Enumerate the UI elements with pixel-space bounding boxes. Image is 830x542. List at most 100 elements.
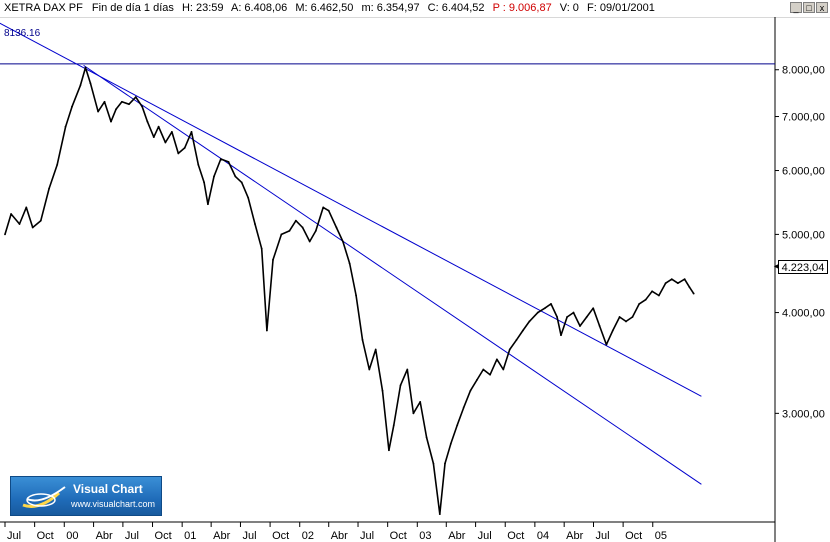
date-value: F: 09/01/2001 [587,2,655,14]
price-data-point [374,348,377,351]
price-data-point [272,258,274,261]
price-data-point [449,442,452,445]
price-data-point [592,307,595,310]
price-data-point [64,125,67,128]
price-data-point [56,163,59,166]
price-data-point [625,320,627,323]
price-data-point [644,298,647,301]
price-data-point [48,187,51,190]
price-data-point [25,206,28,209]
last-price-tag: 4.223,04 [778,260,828,274]
price-data-point [164,141,167,144]
price-data-point [288,230,291,232]
price-data-point [361,338,364,341]
high-value: M: 6.462,50 [295,2,354,14]
y-tick-label: 8.000,00 [782,65,825,77]
price-data-point [314,230,317,232]
x-tick-label: Jul [125,530,139,542]
price-data-point [4,233,6,236]
x-tick-label: Jul [595,530,609,542]
price-data-point [536,311,539,314]
price-data-point [335,226,338,229]
visual-chart-logo[interactable]: Visual Chart www.visualchart.com [10,476,162,516]
price-data-point [522,329,524,332]
swoosh-icon [22,486,66,508]
price-data-point [254,223,256,225]
previous-value: P : 9.006,87 [492,2,552,14]
price-data-point [121,100,123,103]
price-data-point [247,196,250,199]
price-data-point [579,325,581,327]
close-button[interactable]: x [816,2,828,13]
logo-url: www.visualchart.com [71,499,156,509]
price-data-point [260,247,263,250]
price-data-point [146,120,149,123]
price-data-point [97,110,99,113]
x-tick-label: Jul [478,530,492,542]
x-tick-label: 00 [66,530,78,542]
price-data-point [10,213,13,215]
price-data-point [399,384,402,387]
x-tick-label: 05 [655,530,667,542]
x-tick-label: Oct [390,530,407,542]
trendline [83,64,702,485]
price-data-point [294,219,297,222]
price-data-point [348,262,351,265]
y-tick-label: 5.000,00 [782,229,825,241]
price-data-point [475,379,478,381]
price-data-point [392,424,395,427]
x-tick-label: Oct [155,530,172,542]
y-tick-label: 3.000,00 [782,408,825,420]
price-data-point [566,316,568,318]
price-data-point [556,316,558,318]
trendline [0,22,702,397]
x-tick-label: Abr [331,530,348,542]
price-data-point [670,278,673,281]
price-data-point [605,343,608,346]
price-data-point [611,329,614,332]
x-tick-label: 04 [537,530,549,542]
close-value: C: 6.404,52 [427,2,485,14]
price-data-point [213,175,215,178]
price-data-point [598,325,601,327]
x-tick-label: Jul [242,530,256,542]
x-tick-label: Oct [507,530,524,542]
price-data-point [572,311,575,314]
price-data-point [528,320,531,323]
price-data-point [618,316,621,318]
symbol-label: XETRA DAX PF [4,2,83,14]
price-data-point [219,158,222,160]
x-tick-label: Abr [96,530,113,542]
y-tick-label: 4.000,00 [782,308,825,320]
price-data-point [489,373,491,376]
maximize-button[interactable]: □ [803,2,815,13]
price-series-line [4,66,695,515]
low-value: m: 6.354,97 [361,2,420,14]
x-tick-label: Abr [448,530,465,542]
price-data-point [301,226,304,229]
volume-value: V: 0 [559,2,579,14]
price-data-point [550,303,552,305]
price-data-point [227,160,230,163]
price-chart[interactable]: 8.000,00 7.000,00 6.000,00 5.000,00 4.000,00… [0,17,830,542]
price-data-point [469,389,472,392]
x-tick-label: Jul [7,530,21,542]
y-tick-label: 6.000,00 [782,166,825,178]
price-data-point [18,223,21,225]
price-data-point [508,348,511,351]
period-label: Fin de día 1 días [91,2,174,14]
price-data-point [234,175,237,178]
hour-value: H: 23:59 [181,2,224,14]
price-data-point [308,240,311,243]
minimize-button[interactable]: _ [790,2,802,13]
price-data-point [412,412,415,415]
price-data-point [265,329,268,332]
price-data-point [183,147,186,149]
price-data-point [631,316,634,318]
price-data-point [190,130,193,133]
price-data-point [170,130,173,133]
price-data-point [134,96,137,98]
price-data-point [128,103,130,106]
price-data-point [177,152,180,155]
price-data-point [406,368,409,371]
